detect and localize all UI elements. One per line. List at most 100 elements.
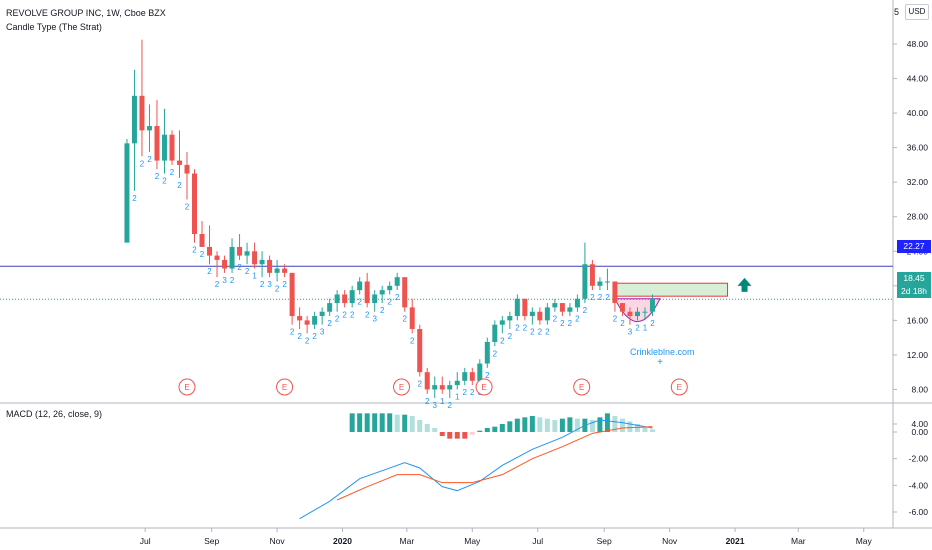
candle: 2 xyxy=(507,311,513,341)
candle-body xyxy=(364,281,370,304)
macd-tick-label: 0.00 xyxy=(911,427,928,437)
strat-label: 2 xyxy=(200,250,205,259)
candle-body xyxy=(387,285,393,291)
strat-label: 2 xyxy=(177,181,182,190)
price-tick-label: 28.00 xyxy=(907,212,929,222)
macd-histogram-bar xyxy=(364,413,370,432)
strat-label: 2 xyxy=(327,319,332,328)
candle-body xyxy=(297,316,303,321)
candle: 1 xyxy=(252,242,257,281)
strat-label: 2 xyxy=(357,297,362,306)
earnings-marker-icon xyxy=(276,378,294,396)
candle-body xyxy=(619,303,625,312)
candle-body xyxy=(477,363,483,381)
strat-label: 3 xyxy=(372,315,377,324)
candle: 2 xyxy=(544,303,550,337)
strat-label: 2 xyxy=(237,263,242,272)
earnings-marker-label: E xyxy=(399,383,404,392)
macd-histogram-bar xyxy=(417,420,423,432)
strat-label: 2 xyxy=(448,401,453,410)
macd-histogram-bar xyxy=(454,432,460,439)
candle-body xyxy=(379,290,385,295)
time-tick-label: Mar xyxy=(400,536,415,546)
candle: 1 xyxy=(642,307,648,332)
symbol-title[interactable]: REVOLVE GROUP INC, 1W, Cboe BZX xyxy=(6,8,166,18)
earnings-marker-icon xyxy=(670,378,688,396)
candle: 2 xyxy=(312,311,317,341)
candle: 2 xyxy=(394,272,400,302)
bar-countdown-tag: 2d 18h xyxy=(897,285,931,298)
macd-histogram-bar xyxy=(507,421,513,432)
macd-tick-label: -6.00 xyxy=(909,507,929,517)
earnings-marker-label: E xyxy=(481,383,486,392)
strat-label: 2 xyxy=(613,315,618,324)
time-tick-label: Jul xyxy=(140,536,151,546)
candle: 1 xyxy=(454,372,460,401)
strat-label: 2 xyxy=(418,380,423,389)
candle-body xyxy=(484,341,490,364)
time-tick-label: May xyxy=(856,536,873,546)
price-tick-label: 8.00 xyxy=(911,384,928,394)
candle: 2 xyxy=(387,281,393,306)
candle-body xyxy=(462,372,468,381)
strat-label: 2 xyxy=(380,306,385,315)
strat-label: 1 xyxy=(455,392,460,401)
candle-body xyxy=(612,281,618,304)
strat-label: 2 xyxy=(245,267,250,276)
strat-label: 3 xyxy=(267,280,272,289)
candle: 2 xyxy=(499,316,505,345)
candle-body xyxy=(304,320,310,325)
up-arrow-icon xyxy=(737,277,752,292)
candle-body xyxy=(169,134,175,161)
candle: 3 xyxy=(432,376,438,410)
strat-label: 2 xyxy=(508,332,513,341)
candle: 2 xyxy=(537,307,543,337)
macd-histogram-bar xyxy=(619,418,625,432)
candle-body xyxy=(507,316,513,321)
price-tick-label: 16.00 xyxy=(907,315,929,325)
candle-body xyxy=(522,298,528,317)
candle: 2 xyxy=(146,104,152,164)
forecast-box xyxy=(614,282,729,297)
candle-body xyxy=(567,307,573,312)
candle-body xyxy=(529,311,535,317)
candle: 2 xyxy=(469,367,475,397)
candle: 2 xyxy=(492,320,498,358)
macd-histogram-bar xyxy=(649,429,655,432)
macd-indicator-label[interactable]: MACD (12, 26, close, 9) xyxy=(6,409,103,419)
macd-histogram-bar xyxy=(477,430,483,432)
time-tick-label: Sep xyxy=(204,536,219,546)
currency-button[interactable]: USD xyxy=(905,4,929,20)
indicator-label[interactable]: Candle Type (The Strat) xyxy=(6,22,102,32)
price-tick-label: 44.00 xyxy=(907,74,929,84)
strat-label: 2 xyxy=(545,328,550,337)
hline-price-tag: 22.27 xyxy=(897,240,931,253)
strat-label: 2 xyxy=(155,172,160,181)
candle-body xyxy=(642,311,648,313)
macd-histogram-bar xyxy=(552,420,558,432)
price-tick-label: 36.00 xyxy=(907,143,929,153)
candle: 3 xyxy=(372,290,377,324)
strat-label: 2 xyxy=(470,388,475,397)
macd-histogram-bar xyxy=(537,417,543,432)
candle: 2 xyxy=(574,294,580,324)
macd-tick-label: -4.00 xyxy=(909,480,929,490)
signal-line xyxy=(336,426,653,501)
candle: 2 xyxy=(634,307,640,332)
candle: 2 xyxy=(357,277,362,306)
strat-label: 2 xyxy=(598,293,603,302)
macd-histogram-bar xyxy=(499,424,505,432)
earnings-marker-label: E xyxy=(184,383,189,392)
strat-label: 2 xyxy=(170,168,175,177)
candle: 2 xyxy=(229,238,235,285)
candle-body xyxy=(237,246,243,256)
candle: 2 xyxy=(334,290,340,324)
candle: 2 xyxy=(447,380,453,410)
strat-label: 2 xyxy=(162,177,167,186)
candle: 2 xyxy=(514,294,520,332)
earnings-marker-icon xyxy=(475,378,493,396)
candle: 2 xyxy=(559,303,565,328)
candle: 2 xyxy=(214,251,220,289)
candle-body xyxy=(146,126,152,131)
